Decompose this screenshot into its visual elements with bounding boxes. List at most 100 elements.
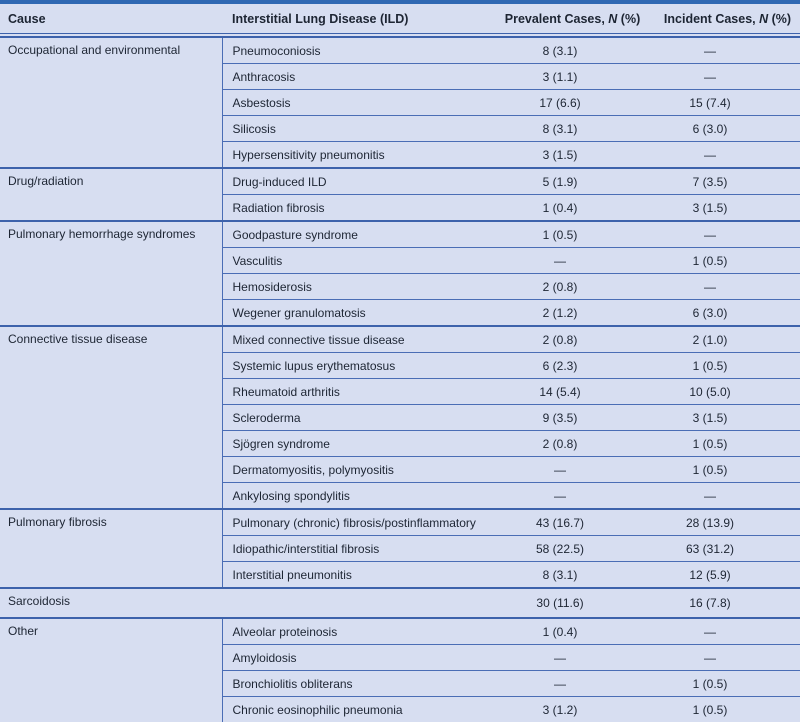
ild-cell: Systemic lupus erythematosus: [221, 352, 490, 379]
incident-cases-cell: 2 (1.0): [655, 325, 800, 353]
incident-cases-cell: 3 (1.5): [655, 404, 800, 431]
incident-cases-cell: 1 (0.5): [655, 696, 800, 722]
incident-cases-cell: 3 (1.5): [655, 194, 800, 221]
incident-cases-cell: —: [655, 220, 800, 248]
incident-cases-cell: —: [655, 482, 800, 509]
col-header-cause: Cause: [0, 4, 222, 34]
incident-cases-cell: 28 (13.9): [655, 508, 800, 536]
ild-cell: Anthracosis: [221, 63, 490, 90]
incident-cases-cell: 6 (3.0): [655, 115, 800, 142]
incident-cases-cell: 10 (5.0): [655, 378, 800, 405]
ild-cell: Pulmonary (chronic) fibrosis/postinflamm…: [221, 508, 490, 536]
ild-cell: Radiation fibrosis: [221, 194, 490, 221]
ild-cell: Sjögren syndrome: [221, 430, 490, 457]
prevalent-cases-cell: 1 (0.4): [490, 194, 655, 221]
table-row: Idiopathic/interstitial fibrosis 58 (22.5…: [0, 535, 800, 562]
ild-cell: Alveolar proteinosis: [221, 617, 490, 645]
incident-cases-cell: —: [655, 617, 800, 645]
prevalent-cases-cell: 17 (6.6): [490, 89, 655, 116]
prevalent-cases-cell: 43 (16.7): [490, 508, 655, 536]
ild-cell: Hypersensitivity pneumonitis: [221, 141, 490, 168]
incident-cases-cell: —: [655, 63, 800, 90]
prevalent-cases-cell: —: [490, 247, 655, 274]
ild-cell: Idiopathic/interstitial fibrosis: [221, 535, 490, 562]
table-row: Connective tissue disease Mixed connectiv…: [0, 325, 800, 509]
ild-cell: Mixed connective tissue disease: [221, 325, 490, 353]
prevalent-cases-cell: 2 (0.8): [490, 273, 655, 300]
incident-cases-cell: 63 (31.2): [655, 535, 800, 562]
incident-cases-cell: —: [655, 36, 800, 64]
prevalent-cases-cell: 8 (3.1): [490, 561, 655, 588]
prevalent-cases-cell: 1 (0.5): [490, 220, 655, 248]
ild-cell: Drug-induced ILD: [221, 167, 490, 195]
table-row: Sarcoidosis 30 (11.6) 16 (7.8): [0, 587, 800, 618]
col-header-incident-cases: Incident Cases, N (%): [655, 4, 800, 34]
table-row: Other Alveolar proteinosis 1 (0.4) —: [0, 617, 800, 722]
prevalent-cases-cell: 9 (3.5): [490, 404, 655, 431]
table-row: Hypersensitivity pneumonitis 3 (1.5) —: [0, 141, 800, 168]
ild-cell: Vasculitis: [221, 247, 490, 274]
prevalent-cases-cell: 3 (1.1): [490, 63, 655, 90]
incident-cases-cell: 7 (3.5): [655, 167, 800, 195]
prevalent-cases-cell: 5 (1.9): [490, 167, 655, 195]
incident-cases-cell: 1 (0.5): [655, 456, 800, 483]
header-incident-prefix: Incident Cases,: [663, 11, 760, 26]
incident-cases-cell: 16 (7.8): [655, 587, 800, 618]
table-row: Chronic eosinophilic pneumonia 3 (1.2) 1 (…: [0, 696, 800, 722]
header-row: Cause Interstitial Lung Disease (ILD) Pr…: [0, 4, 800, 34]
prevalent-cases-cell: 2 (0.8): [490, 430, 655, 457]
col-header-prevalent-cases: Prevalent Cases, N (%): [490, 4, 655, 34]
ild-cell: Goodpasture syndrome: [221, 220, 490, 248]
cause-cell: Other: [0, 617, 222, 722]
table-row: Hemosiderosis 2 (0.8) —: [0, 273, 800, 300]
cause-cell: Pulmonary fibrosis: [0, 508, 222, 588]
table-row: Asbestosis 17 (6.6) 15 (7.4): [0, 89, 800, 116]
table-body: Occupational and environmental Pneumoconi…: [0, 36, 800, 722]
table-row: Systemic lupus erythematosus 6 (2.3) 1 (0.…: [0, 352, 800, 379]
cause-cell: Drug/radiation: [0, 167, 222, 221]
incident-cases-cell: 1 (0.5): [655, 430, 800, 457]
table-row: Amyloidosis — —: [0, 644, 800, 671]
table-row: Rheumatoid arthritis 14 (5.4) 10 (5.0): [0, 378, 800, 405]
col-header-ild: Interstitial Lung Disease (ILD): [222, 4, 490, 34]
ild-cell: Dermatomyositis, polymyositis: [221, 456, 490, 483]
ild-cell: Ankylosing spondylitis: [221, 482, 490, 509]
table-row: Ankylosing spondylitis — —: [0, 482, 800, 509]
incident-cases-cell: —: [655, 141, 800, 168]
incident-cases-cell: —: [655, 644, 800, 671]
ild-cell: Chronic eosinophilic pneumonia: [221, 696, 490, 722]
prevalent-cases-cell: —: [490, 456, 655, 483]
prevalent-cases-cell: —: [490, 670, 655, 697]
header-incident-suffix: (%): [768, 11, 792, 26]
incident-cases-cell: 1 (0.5): [655, 352, 800, 379]
header-prevalent-suffix: (%): [617, 11, 641, 26]
ild-cell: Bronchiolitis obliterans: [221, 670, 490, 697]
ild-table: Cause Interstitial Lung Disease (ILD) Pr…: [0, 4, 800, 722]
incident-cases-cell: —: [655, 273, 800, 300]
incident-cases-cell: 6 (3.0): [655, 299, 800, 326]
incident-cases-cell: 1 (0.5): [655, 247, 800, 274]
cause-cell: Sarcoidosis: [0, 587, 222, 618]
ild-cell: Hemosiderosis: [221, 273, 490, 300]
table-row: Anthracosis 3 (1.1) —: [0, 63, 800, 90]
ild-cell: Scleroderma: [221, 404, 490, 431]
table-row: Dermatomyositis, polymyositis —1 (0.5): [0, 456, 800, 483]
incident-cases-cell: 1 (0.5): [655, 670, 800, 697]
ild-cell: [222, 587, 490, 618]
ild-cell: Amyloidosis: [221, 644, 490, 671]
table-row: Occupational and environmental Pneumoconi…: [0, 36, 800, 168]
table-row: Drug/radiation Drug-induced ILD 5 (1.9) 7 (…: [0, 167, 800, 221]
prevalent-cases-cell: 58 (22.5): [490, 535, 655, 562]
table-row: Radiation fibrosis 1 (0.4) 3 (1.5): [0, 194, 800, 221]
ild-cell: Silicosis: [221, 115, 490, 142]
prevalent-cases-cell: —: [490, 482, 655, 509]
table-row: Pulmonary hemorrhage syndromes Goodpastur…: [0, 220, 800, 326]
header-incident-n: N: [759, 11, 769, 26]
header-prevalent-prefix: Prevalent Cases,: [504, 11, 609, 26]
incident-cases-cell: 15 (7.4): [655, 89, 800, 116]
header-prevalent-n: N: [608, 11, 618, 26]
table-row: Sjögren syndrome 2 (0.8) 1 (0.5): [0, 430, 800, 457]
prevalent-cases-cell: 1 (0.4): [490, 617, 655, 645]
ild-cell: Interstitial pneumonitis: [221, 561, 490, 588]
